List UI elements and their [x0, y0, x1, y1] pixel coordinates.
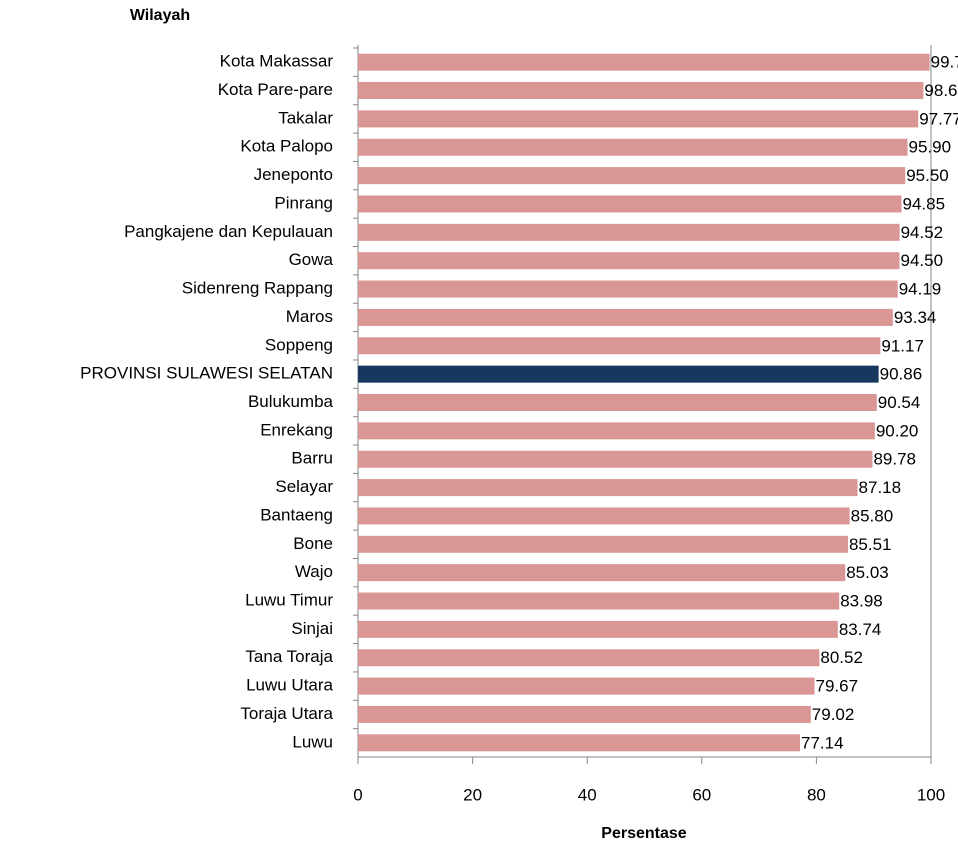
x-tick-label: 60 — [692, 785, 711, 804]
value-label: 83.74 — [839, 620, 882, 639]
value-label: 94.19 — [899, 280, 942, 299]
y-tick-label: Pinrang — [274, 193, 333, 212]
value-label: 94.52 — [901, 223, 944, 242]
bar — [358, 422, 875, 440]
y-tick-label: Maros — [286, 307, 333, 326]
bar — [358, 280, 898, 298]
bar — [358, 564, 846, 582]
bar — [358, 365, 879, 383]
value-label: 98.68 — [924, 81, 958, 100]
value-label: 79.02 — [812, 705, 855, 724]
bar — [358, 195, 902, 213]
y-tick-label: Toraja Utara — [240, 704, 333, 723]
bar — [358, 138, 908, 156]
bar — [358, 479, 858, 497]
y-tick-label: Bantaeng — [260, 505, 333, 524]
bar — [358, 308, 893, 326]
bar — [358, 450, 873, 468]
y-tick-label: PROVINSI SULAWESI SELATAN — [80, 364, 333, 383]
bar — [358, 734, 801, 752]
y-tick-label: Luwu — [292, 732, 333, 751]
value-label: 80.52 — [820, 648, 863, 667]
value-label: 90.54 — [878, 393, 921, 412]
y-tick-label: Soppeng — [265, 335, 333, 354]
bar — [358, 677, 815, 695]
value-label: 93.34 — [894, 308, 937, 327]
bar — [358, 592, 840, 610]
bar — [358, 53, 930, 71]
y-tick-label: Enrekang — [260, 420, 333, 439]
y-tick-label: Barru — [291, 449, 333, 468]
x-tick-label: 20 — [463, 785, 482, 804]
y-tick-label: Wajo — [295, 562, 333, 581]
y-tick-label: Sidenreng Rappang — [182, 279, 333, 298]
bar — [358, 649, 820, 667]
value-label: 77.14 — [801, 733, 844, 752]
bar — [358, 110, 919, 128]
y-axis-title: Wilayah — [130, 7, 190, 24]
y-tick-label: Tana Toraja — [245, 647, 333, 666]
bar — [358, 337, 881, 355]
y-tick-label: Jeneponto — [254, 165, 333, 184]
value-label: 94.50 — [900, 251, 943, 270]
y-tick-label: Bulukumba — [248, 392, 334, 411]
value-label: 90.20 — [876, 421, 919, 440]
bar — [358, 223, 900, 241]
x-tick-label: 0 — [353, 785, 362, 804]
y-tick-label: Takalar — [278, 108, 333, 127]
value-label: 79.67 — [816, 677, 859, 696]
y-tick-label: Luwu Utara — [246, 676, 333, 695]
y-tick-label: Kota Pare-pare — [218, 80, 333, 99]
bar — [358, 252, 900, 270]
value-label: 83.98 — [840, 592, 883, 611]
y-tick-label: Kota Palopo — [240, 137, 333, 156]
y-tick-label: Pangkajene dan Kepulauan — [124, 222, 333, 241]
value-label: 90.86 — [880, 365, 923, 384]
bar — [358, 167, 906, 185]
value-label: 97.77 — [919, 109, 958, 128]
value-label: 94.85 — [902, 194, 945, 213]
x-tick-label: 100 — [917, 785, 945, 804]
value-label: 99.76 — [931, 53, 958, 72]
value-label: 85.03 — [846, 563, 889, 582]
y-tick-label: Sinjai — [291, 619, 333, 638]
value-label: 85.51 — [849, 535, 892, 554]
value-label: 87.18 — [859, 478, 902, 497]
y-tick-label: Selayar — [275, 477, 333, 496]
bar — [358, 507, 850, 525]
bar — [358, 394, 877, 411]
value-label: 85.80 — [851, 506, 894, 525]
y-tick-label: Bone — [293, 534, 333, 553]
x-axis-title: Persentase — [601, 825, 686, 842]
value-label: 91.17 — [881, 336, 924, 355]
y-tick-label: Gowa — [289, 250, 334, 269]
bar — [358, 620, 838, 638]
y-tick-label: Kota Makassar — [220, 52, 334, 71]
bar — [358, 705, 811, 723]
x-tick-label: 80 — [807, 785, 826, 804]
bar — [358, 82, 924, 100]
value-label: 95.50 — [906, 166, 949, 185]
value-label: 95.90 — [909, 138, 952, 157]
value-label: 89.78 — [873, 450, 916, 469]
y-tick-label: Luwu Timur — [245, 591, 333, 610]
bar — [358, 535, 848, 553]
x-tick-label: 40 — [578, 785, 597, 804]
